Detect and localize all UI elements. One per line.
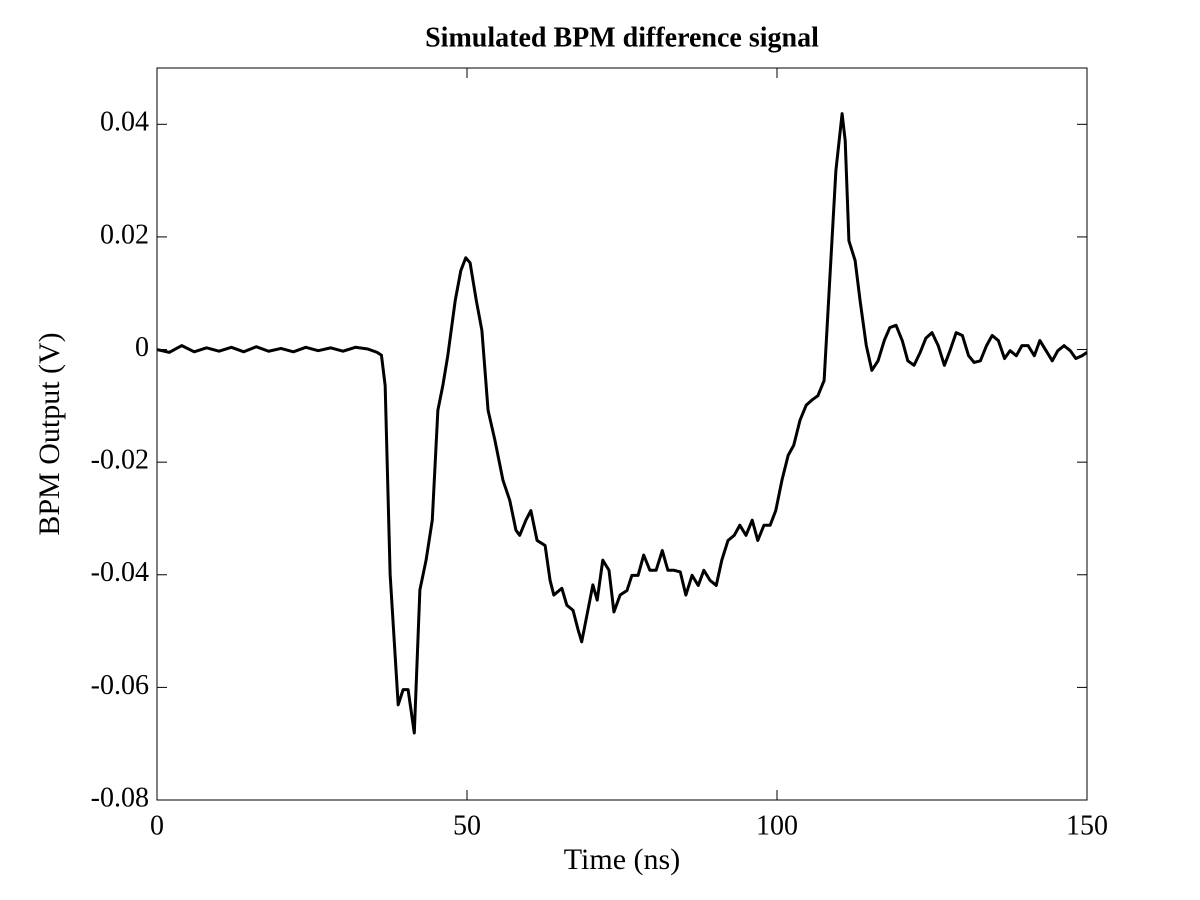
y-tick-label: -0.06 bbox=[91, 670, 149, 701]
x-tick-label: 150 bbox=[1066, 810, 1108, 841]
y-tick-label: -0.08 bbox=[91, 782, 149, 813]
y-tick-label: 0.02 bbox=[100, 219, 149, 250]
x-tick-label: 0 bbox=[150, 810, 164, 841]
signal-line bbox=[156, 112, 1088, 735]
y-axis-label: BPM Output (V) bbox=[33, 332, 66, 535]
y-tick-label: 0.04 bbox=[100, 107, 149, 138]
x-tick-label: 100 bbox=[756, 810, 798, 841]
x-tick-label: 50 bbox=[453, 810, 481, 841]
y-tick-label: 0 bbox=[135, 332, 149, 363]
y-tick-label: -0.04 bbox=[91, 557, 149, 588]
x-axis-label: Time (ns) bbox=[564, 843, 680, 876]
chart-title: Simulated BPM difference signal bbox=[425, 22, 819, 53]
y-tick-label: -0.02 bbox=[91, 445, 149, 476]
plot-frame bbox=[156, 67, 1088, 801]
